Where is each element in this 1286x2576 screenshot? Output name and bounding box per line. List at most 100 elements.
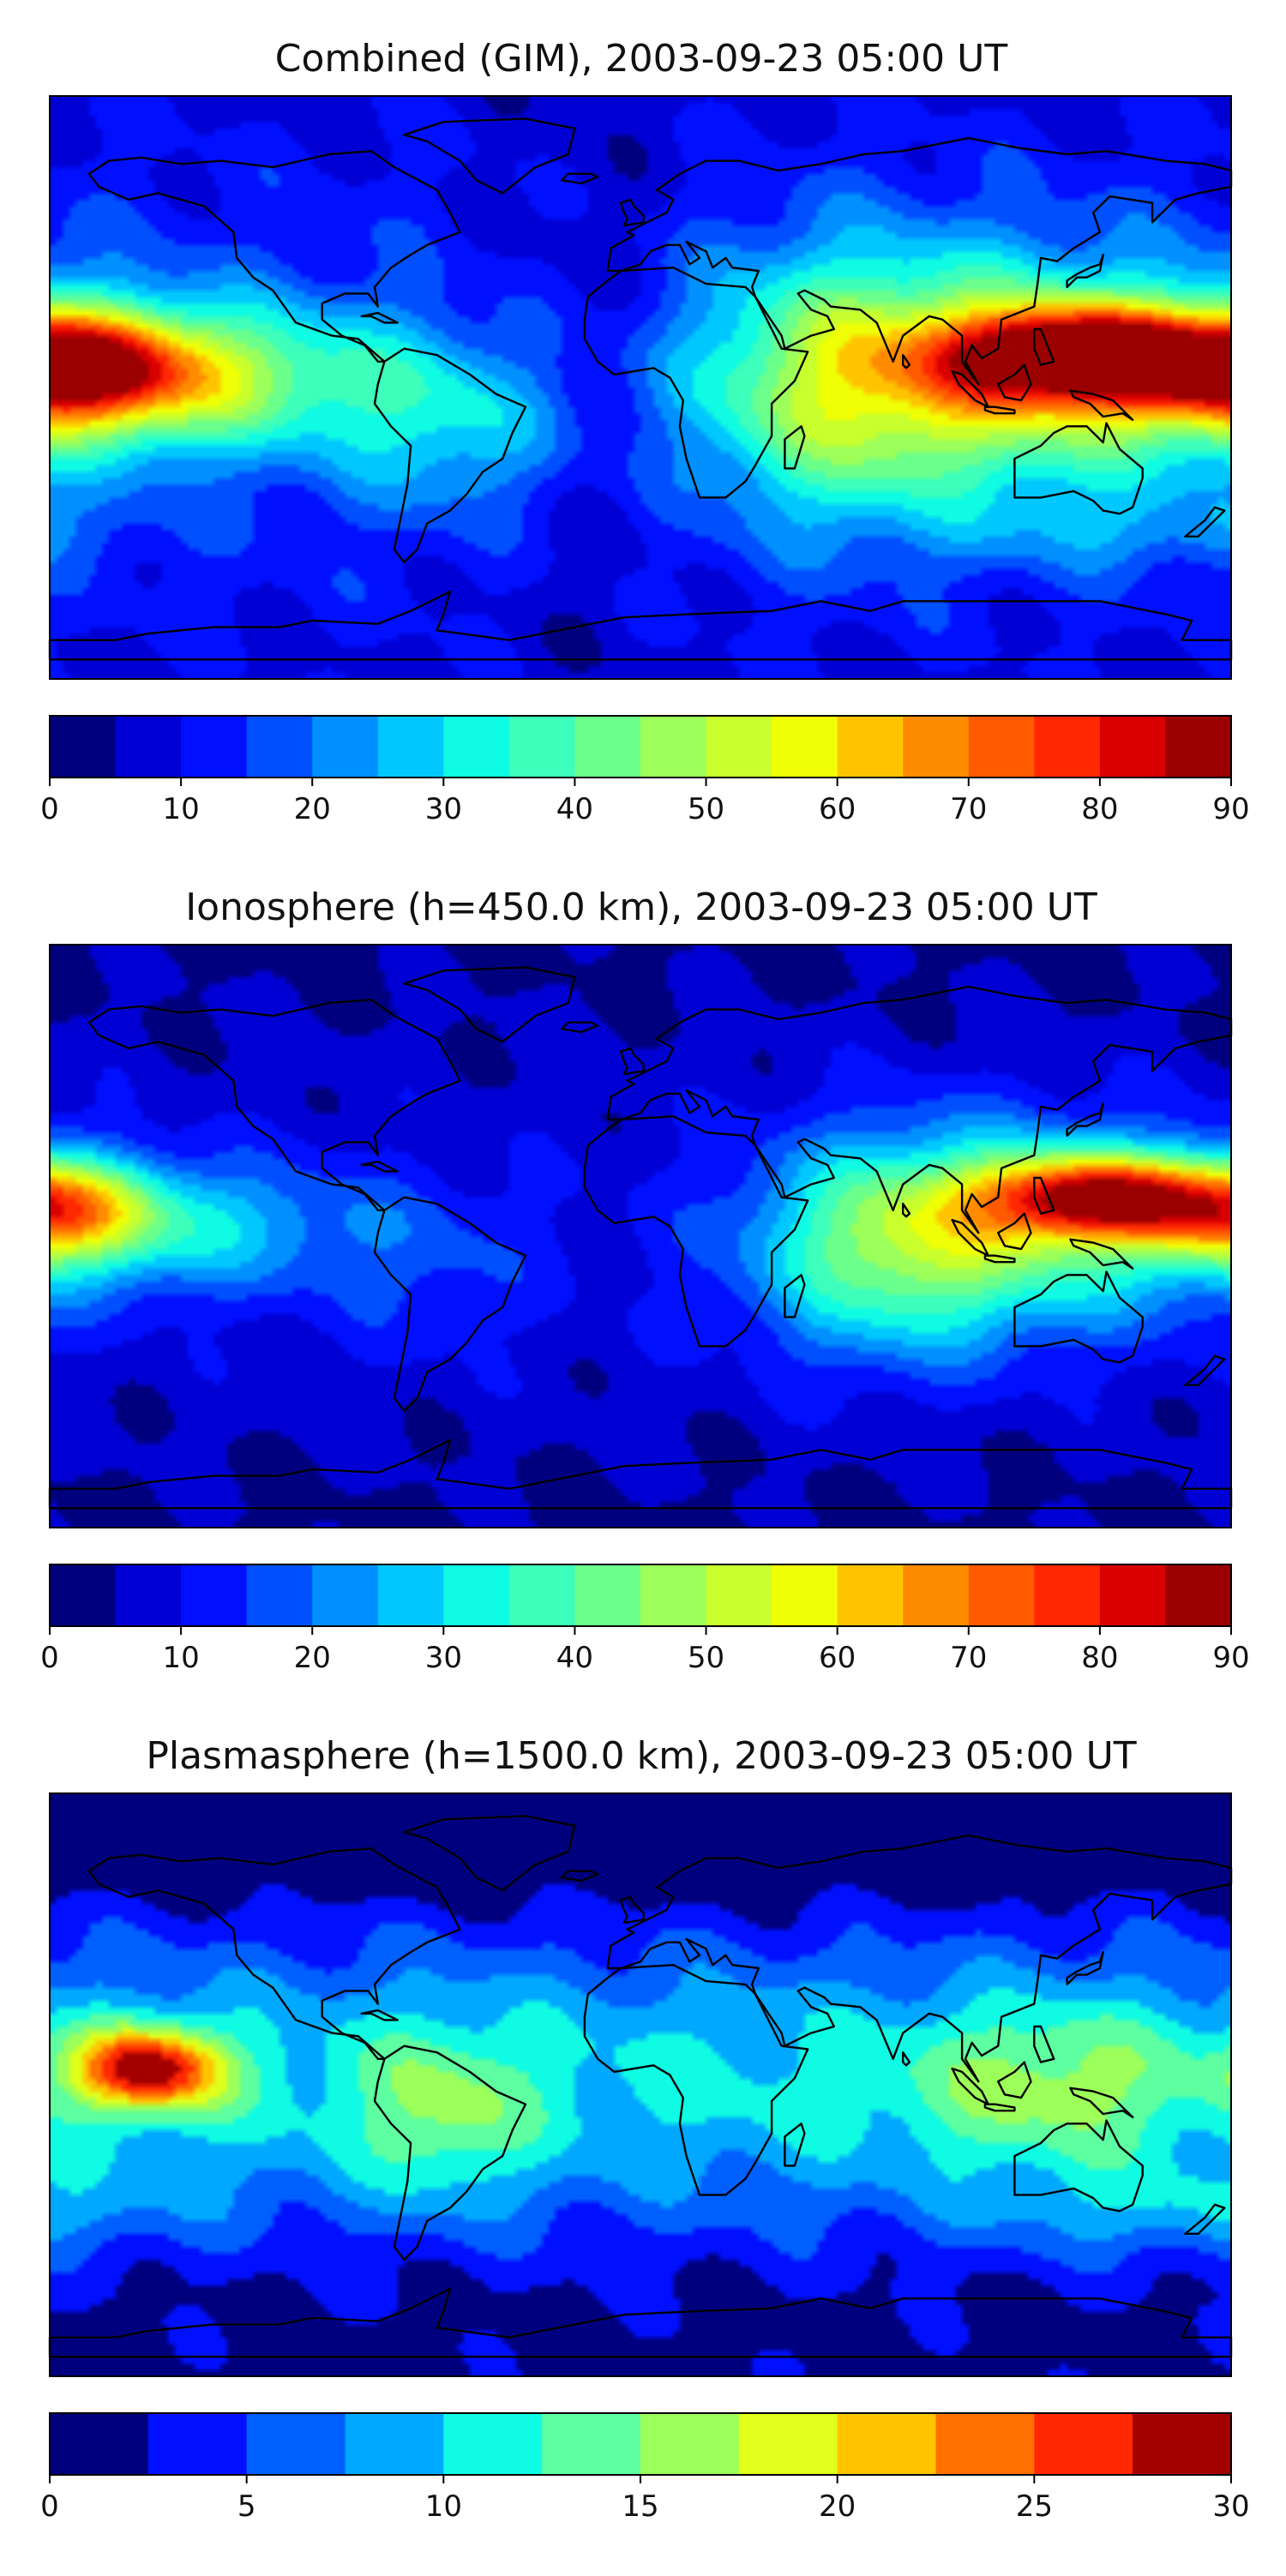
colorbar-tick-label: 70 — [950, 1641, 987, 1675]
coastline-australia — [1013, 422, 1144, 515]
coastline-eurasia — [606, 985, 1233, 1234]
colorbar-segment — [312, 716, 379, 778]
colorbar-segment — [443, 2413, 543, 2475]
colorbar-tick-label: 0 — [40, 2489, 59, 2524]
map-plasmasphere — [48, 1792, 1233, 2377]
coastline-borneo — [997, 1212, 1032, 1251]
coastline-antarctica — [48, 1438, 1233, 1510]
coastline-north-america — [87, 1847, 461, 2060]
panel-ionosphere: Ionosphere (h=450.0 km), 2003-09-23 05:0… — [40, 886, 1249, 1675]
coastline-africa — [583, 267, 809, 499]
coastline-java — [983, 1254, 1016, 1264]
coastline-north-america — [87, 150, 461, 363]
panel-plasmasphere: Plasmasphere (h=1500.0 km), 2003-09-23 0… — [40, 1734, 1249, 2524]
coastline-new-zealand — [1184, 2203, 1226, 2235]
colorbar-segment — [1133, 2413, 1232, 2475]
coastline-madagascar — [784, 425, 806, 470]
colorbar-tick-label: 10 — [425, 2489, 462, 2524]
contour-field — [50, 96, 1231, 679]
colorbar-segment — [772, 1564, 838, 1626]
colorbar-tick-label: 10 — [162, 1641, 199, 1675]
coastline-australia — [1013, 1270, 1144, 1364]
colorbar-tick-label: 0 — [40, 792, 59, 826]
colorbar-ionosphere: 0 10 20 30 40 50 60 70 80 90 — [40, 1564, 1250, 1675]
panel-plasmasphere-title: Plasmasphere (h=1500.0 km), 2003-09-23 0… — [146, 1734, 1136, 1778]
coastline-great-britain — [619, 1895, 645, 1924]
colorbar-segment — [542, 2413, 641, 2475]
coastline-sri-lanka — [902, 1203, 911, 1218]
colorbar-segment — [508, 1564, 576, 1626]
colorbar-segment — [50, 2413, 149, 2475]
colorbar-tick-label: 90 — [1212, 792, 1249, 826]
colorbar-segment — [50, 1564, 117, 1626]
colorbar-segment — [443, 716, 510, 778]
coastline-philippines — [1033, 2025, 1055, 2063]
map-frame — [49, 1792, 1232, 2377]
colorbar-tick-label: 0 — [40, 1641, 59, 1675]
colorbar-tick-label: 15 — [622, 2489, 658, 2524]
colorbar-segment — [1034, 2413, 1133, 2475]
coastline-greenland — [403, 1815, 576, 1892]
colorbar-tick-label: 20 — [294, 1641, 331, 1675]
colorbar-segment — [640, 1564, 707, 1626]
colorbar-tick-label: 10 — [162, 792, 199, 826]
colorbar-segment — [837, 1564, 904, 1626]
panel-ionosphere-title: Ionosphere (h=450.0 km), 2003-09-23 05:0… — [185, 886, 1097, 929]
coastline-cuba — [360, 1160, 399, 1173]
coastline-iceland — [560, 172, 599, 185]
coastline-iceland — [560, 1870, 599, 1882]
coastline-cuba — [360, 311, 399, 324]
coastline-borneo — [997, 363, 1032, 402]
coastline-sri-lanka — [902, 2051, 911, 2067]
colorbar-tick-label: 80 — [1081, 1641, 1118, 1675]
colorbar-tick-label: 60 — [819, 792, 856, 826]
coastline-japan — [1066, 1102, 1104, 1138]
coastline-new-zealand — [1184, 1354, 1226, 1386]
colorbar-tick-label: 20 — [819, 2489, 856, 2524]
coastline-japan — [1066, 1950, 1104, 1986]
colorbar-segment — [1034, 716, 1101, 778]
colorbar-tick-label: 20 — [294, 792, 331, 826]
coastline-africa — [583, 1964, 809, 2196]
colorbar-segment — [345, 2413, 444, 2475]
coastline-new-guinea — [1069, 1238, 1134, 1270]
colorbar-tick-label: 60 — [819, 1641, 856, 1675]
coastline-new-zealand — [1184, 506, 1226, 537]
coastline-madagascar — [784, 1274, 806, 1318]
colorbar-tick-label: 30 — [1212, 2489, 1249, 2524]
colorbar-segment — [181, 716, 248, 778]
colorbar-segment — [935, 2413, 1035, 2475]
colorbar-segment — [706, 1564, 772, 1626]
colorbar-combined: 0 10 20 30 40 50 60 70 80 90 — [40, 715, 1250, 826]
colorbar-segment — [246, 2413, 346, 2475]
colorbar-segment — [508, 716, 576, 778]
coastline-antarctica — [48, 2287, 1233, 2358]
coastline-great-britain — [619, 198, 645, 227]
colorbar-segment — [1034, 1564, 1101, 1626]
coastline-north-america — [87, 999, 461, 1211]
coastline-australia — [1013, 2119, 1144, 2213]
coastline-great-britain — [619, 1047, 645, 1076]
colorbar-segment — [640, 2413, 740, 2475]
coastline-new-guinea — [1069, 2087, 1134, 2118]
colorbar-segment — [772, 716, 838, 778]
coastline-java — [983, 2103, 1016, 2112]
colorbar-tick-label: 30 — [425, 1641, 462, 1675]
colorbar-segment — [1165, 1564, 1232, 1626]
colorbar-segment — [115, 1564, 182, 1626]
colorbar-segment — [968, 716, 1035, 778]
panel-combined: Combined (GIM), 2003-09-23 05:00 UT 0 10 2… — [40, 37, 1249, 826]
map-frame — [49, 95, 1232, 680]
colorbar-tick-label: 50 — [688, 792, 724, 826]
colorbar-segment — [312, 1564, 379, 1626]
colorbar-tick-label: 40 — [556, 1641, 593, 1675]
coastline-borneo — [997, 2061, 1032, 2099]
coastline-madagascar — [784, 2123, 806, 2167]
map-frame — [49, 944, 1232, 1528]
colorbar-segment — [1099, 716, 1167, 778]
colorbar-segment — [706, 716, 772, 778]
coastline-sri-lanka — [902, 354, 911, 369]
colorbar-segment — [246, 1564, 313, 1626]
